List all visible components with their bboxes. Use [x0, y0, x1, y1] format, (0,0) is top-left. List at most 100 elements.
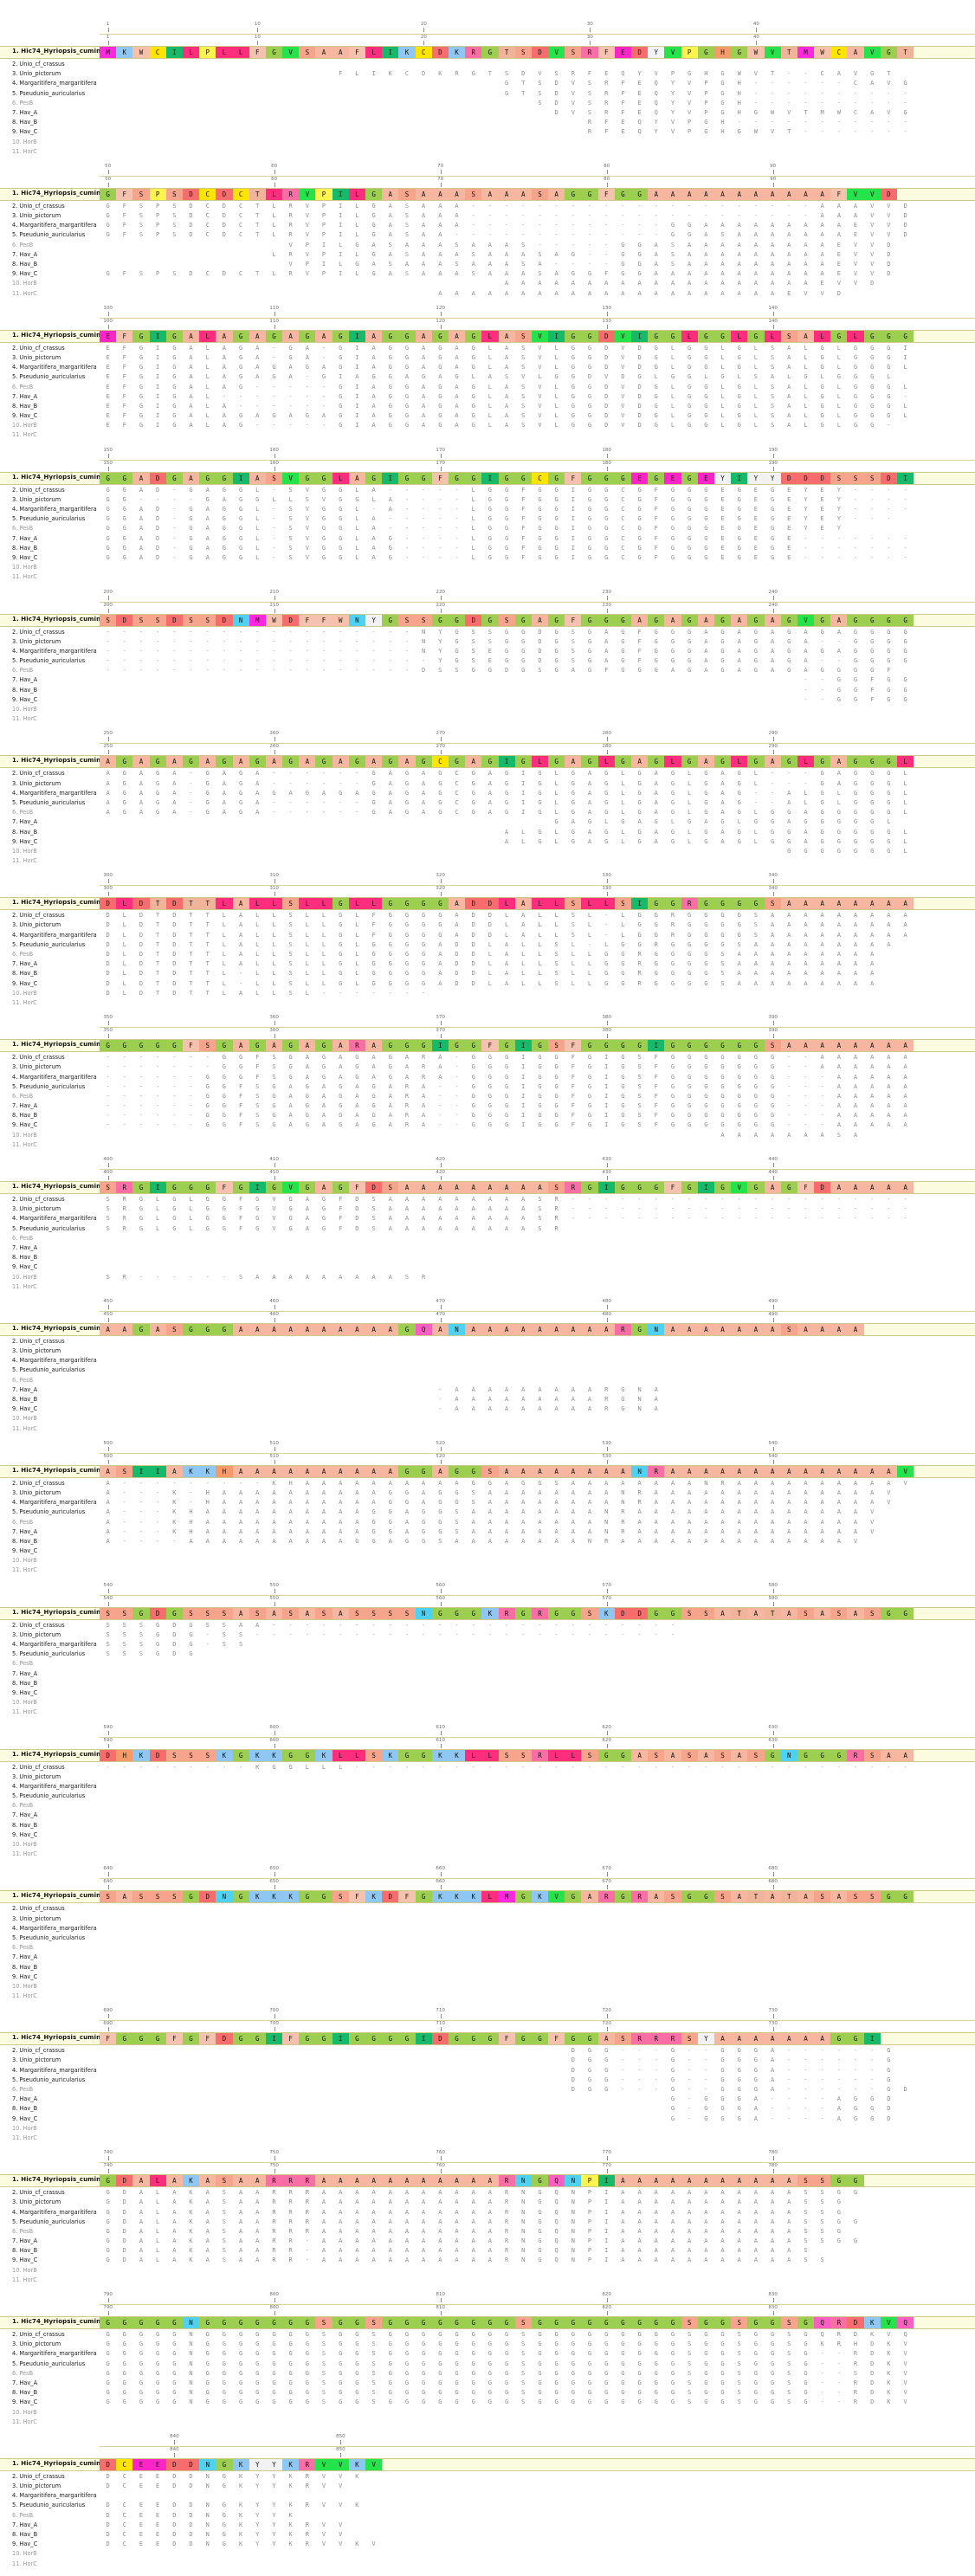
alignment-row[interactable]: 5. Pseudunio_auricularius G G A D - G A G G L - S V G G…: [0, 514, 975, 524]
alignment-row[interactable]: 8. Hav_B V P I L G A S A A A S A A A S A - - - - G G A S A A A A A A A A…: [0, 260, 975, 269]
alignment-row[interactable]: 3. Unio_pictorum S R G L G L G G F G V G A G F D S A A A A A A A…: [0, 1204, 975, 1214]
alignment-row[interactable]: 3. Unio_pictorum E F G I G A L A G A - G A - G I A G G A G A G L…: [0, 353, 975, 363]
alignment-row[interactable]: 5. Pseudunio_auricularius G T S D V S R F E Q Y V P G H…: [0, 89, 975, 99]
alignment-row[interactable]: 2. Unio_cf_crassus - - - - - - - G G F S G A G A G A G A R A -…: [0, 1053, 975, 1062]
alignment-row[interactable]: 6. PesB A G A G A - G A G A - - - - - - G A G A G C G A G I G L G A G L G…: [0, 808, 975, 817]
alignment-row[interactable]: 4. Margaritifera_margaritifera - - - - - - G G G F…: [0, 1073, 975, 1082]
alignment-row[interactable]: 7. Hav_A D V S R F E Q Y V P G H G W V T M W C A V G: [0, 108, 975, 118]
residue-cell: G: [371, 222, 376, 229]
alignment-row[interactable]: 9. Hav_C A L G L G A G L G A G L G A G L G G A G G G G G L: [0, 837, 975, 847]
alignment-row[interactable]: 4. Margaritifera_margaritifera G F S P S D C D C T…: [0, 221, 975, 230]
alignment-row[interactable]: 11. HorC: [0, 1140, 975, 1150]
alignment-row[interactable]: 5. Pseudunio_auricularius - - - - - - G G F S G A G A G…: [0, 1082, 975, 1092]
alignment-row[interactable]: 6. PesB D L D T D T T L A L L S L L G L G G G G A D D L A L L S L L G G R…: [0, 950, 975, 959]
alignment-row[interactable]: 4. Margaritifera_margaritifera S R G L G L G G F G…: [0, 1214, 975, 1223]
alignment-row[interactable]: 7. Hav_A - - - - - - G G F S G A G A G A G A R A - - G G G I G G F G I G…: [0, 1101, 975, 1111]
alignment-row[interactable]: 11. HorC: [0, 147, 975, 157]
alignment-row[interactable]: 9. Hav_C G G A D - G A G G L - S V G G L A G - - - - L G G F G G I G G C…: [0, 553, 975, 563]
alignment-row[interactable]: 6. PesB S D V S R F E Q Y V P G H - - - - - - - - - -: [0, 99, 975, 108]
alignment-row[interactable]: 9. Hav_C G F S P S D C D C T L R V P I L G A S A A A S A A A S A G G F G…: [0, 269, 975, 279]
residue-cell: G: [870, 647, 875, 655]
residue-cell: L: [321, 912, 326, 920]
alignment-row[interactable]: 10. HorB D L D T D T T L A L L S L - - - - - - -: [0, 989, 975, 998]
alignment-row-highlighted[interactable]: 1. Hic74_Hyriopsis_cumingii A G A G A G A G A G A G A…: [0, 755, 975, 769]
alignment-row[interactable]: 5. Pseudunio_auricularius A G A G A - G A G A - - - - -…: [0, 798, 975, 808]
alignment-row[interactable]: 8. Hav_B - - - - - - G G F S G A G A G A G A R A - - G G G I G G F G I G…: [0, 1111, 975, 1120]
alignment-row[interactable]: 7. Hav_A - - G G F G G: [0, 675, 975, 685]
alignment-row[interactable]: 11. HorC: [0, 430, 975, 440]
alignment-row[interactable]: 9. Hav_C R F E Q Y V P G H G W V T - - - - - - -: [0, 127, 975, 137]
alignment-row[interactable]: 5. Pseudunio_auricularius - - - - - - - - - - - - - - -…: [0, 656, 975, 666]
alignment-row-highlighted[interactable]: 1. Hic74_Hyriopsis_cumingii D L D T D T T L A L L S L…: [0, 897, 975, 911]
alignment-row[interactable]: 10. HorB: [0, 563, 975, 572]
alignment-row[interactable]: 8. Hav_B A L G L G A G L G A G L G A G L G G A G G G G G L: [0, 828, 975, 837]
alignment-row[interactable]: 8. Hav_B G G A D - G A G G L - S V G G L A G - - - - L G G F G G I G G C…: [0, 544, 975, 553]
alignment-row[interactable]: 4. Margaritifera_margaritifera D L D T D T T L A L…: [0, 931, 975, 940]
alignment-row[interactable]: 7. Hav_A G G A D - G A G G L - S V G G L A G - - - - L G G F G G I G G C…: [0, 534, 975, 544]
alignment-row[interactable]: 2. Unio_cf_crassus E F G I G A L A G A - G A - G I A G G A G A…: [0, 344, 975, 353]
alignment-row[interactable]: 6. PesB - - - - - - - - - - - - - - - - - - - D S S G G D G S G A G F G G…: [0, 666, 975, 675]
alignment-row[interactable]: 9. Hav_C - - G G F G G: [0, 695, 975, 705]
alignment-row[interactable]: 3. Unio_pictorum D L D T D T T L A L L S L L G L F G G G G A D D…: [0, 920, 975, 930]
alignment-row[interactable]: 8. Hav_B - - G G F G G: [0, 686, 975, 695]
alignment-row[interactable]: 11. HorC: [0, 998, 975, 1008]
alignment-row[interactable]: 2. Unio_cf_crassus A G A G A - G A G A - - - - - - G A G A G C…: [0, 769, 975, 778]
alignment-row[interactable]: 3. Unio_pictorum G G - - - - G A G G L L S V G G L A - - - - L G…: [0, 495, 975, 505]
alignment-row[interactable]: 7. Hav_A G A G L G A G L G A G L G G A G G G G G L: [0, 817, 975, 827]
alignment-row-highlighted[interactable]: 1. Hic74_Hyriopsis_cumingii S D S S D S S D N M W D F…: [0, 613, 975, 627]
alignment-row[interactable]: 3. Unio_pictorum G F S P S D C D C T L R V P I L G A S A A A - -…: [0, 211, 975, 221]
alignment-row[interactable]: 10. HorB A A A A A A A S A: [0, 1131, 975, 1140]
alignment-row[interactable]: 9. Hav_C E F G I G A L A G A G A G A G I A G G A G A G L A S V L G G D V…: [0, 411, 975, 421]
alignment-row[interactable]: 6. PesB G G A D - G A G G L - S V G G L A - - - - - L G G F G G I G G C G…: [0, 524, 975, 533]
alignment-row[interactable]: 2. Unio_cf_crassus G G A D - G A G G L - S V G G L A - - - - -…: [0, 486, 975, 495]
residue-cell: G: [422, 940, 426, 948]
alignment-row[interactable]: 5. Pseudunio_auricularius D L D T D T T L A L L S L L G…: [0, 940, 975, 950]
alignment-row-highlighted[interactable]: 1. Hic74_Hyriopsis_cumingii G F S P S D C D C T L R V…: [0, 187, 975, 201]
alignment-row[interactable]: 6. PesB V P I L G A S A A A S A A A S - - - - - G G A S A A A A A A A A A…: [0, 241, 975, 250]
alignment-row[interactable]: 4. Margaritifera_margaritifera E F G I G A L A G A…: [0, 363, 975, 372]
alignment-row[interactable]: 7. Hav_A E F G I G A L - - - - - - - G I A G G A G A G L A S V L G G D V…: [0, 392, 975, 402]
alignment-row-highlighted[interactable]: 1. Hic74_Hyriopsis_cumingii G G A D G A G G I A S V G…: [0, 471, 975, 485]
alignment-row[interactable]: 10. HorB: [0, 138, 975, 147]
alignment-row[interactable]: 9. Hav_C D L D T D T T L - L L S L L G L G G G G A D D L A L L S L L G G…: [0, 979, 975, 989]
alignment-row[interactable]: 8. Hav_B R F E Q Y V P G H - - - - - - - - - - -: [0, 118, 975, 127]
alignment-row-highlighted[interactable]: 1. Hic74_Hyriopsis_cumingii G G G G G F S G A G A G A…: [0, 1039, 975, 1053]
residue-cell: G: [554, 1092, 559, 1100]
alignment-row[interactable]: 6. PesB E F G I G A L A G - - - - - G I A G G A G A G L A S V L G G D V D…: [0, 383, 975, 392]
alignment-row[interactable]: 11. HorC: [0, 714, 975, 724]
alignment-row-highlighted[interactable]: 1. Hic74_Hyriopsis_cumingii S R G I G G G F G I G V G…: [0, 1181, 975, 1194]
alignment-row[interactable]: 3. Unio_pictorum A G A G A - G A G A - - - - - - G A G A G C G A…: [0, 779, 975, 789]
alignment-row[interactable]: 8. Hav_B D L D T D T T L - L L S L L G L G G G G A D D L A L L S L L G G…: [0, 969, 975, 978]
alignment-row[interactable]: 7. Hav_A D L D T D T T L A L L S L L G L G G G G A D D L A L L S L L G G…: [0, 959, 975, 969]
alignment-row[interactable]: 11. HorC: [0, 572, 975, 582]
alignment-row[interactable]: 10. HorB G G G G G G G L: [0, 847, 975, 856]
alignment-row-highlighted[interactable]: 1. Hic74_Hyriopsis_cumingii M K W C I L P L L F G V S…: [0, 46, 975, 59]
alignment-row[interactable]: 9. Hav_C - - - - - - G G F S G A G A G A G A R A - - G G G I G G F G I G…: [0, 1120, 975, 1130]
alignment-row[interactable]: 8. Hav_B E F G I G A L A - - - - - - G I A G G A G A G L A S V L G G D V…: [0, 402, 975, 411]
alignment-row[interactable]: 11. HorC: [0, 856, 975, 866]
alignment-row[interactable]: 4. Margaritifera_margaritifera G G A D - G A G G L…: [0, 505, 975, 514]
alignment-row[interactable]: 2. Unio_cf_crassus - - - - - - - - - - - - - - - - - - - N Y G…: [0, 628, 975, 637]
alignment-row[interactable]: 4. Margaritifera_margaritifera G T S D V S R F E Q…: [0, 79, 975, 88]
alignment-row[interactable]: 11. HorC A A A A A A A A A A A A A A A A A A A A A E V V D: [0, 289, 975, 299]
alignment-row[interactable]: 6. PesB - - - - - - G G F S G A G A G A G A R A - - G G G I G G F G I G S…: [0, 1092, 975, 1101]
alignment-row[interactable]: 2. Unio_cf_crassus G F S P S D C D C T L R V P I L G A S A A A…: [0, 202, 975, 211]
ruler-tick-mark: [756, 41, 758, 45]
alignment-row[interactable]: 4. Margaritifera_margaritifera - - - - - - - - - -…: [0, 647, 975, 656]
alignment-row[interactable]: 10. HorB A A A A A A A A A A A A A A A A A A A E V V D: [0, 279, 975, 288]
alignment-row[interactable]: 5. Pseudunio_auricularius G F S P S D C D C T L R V P I…: [0, 230, 975, 240]
alignment-row[interactable]: 2. Unio_cf_crassus S R G L G L G G F G V G A G F D S A A A A A…: [0, 1195, 975, 1204]
alignment-row[interactable]: 2. Unio_cf_crassus: [0, 60, 975, 69]
residue-cell: A: [455, 422, 459, 429]
alignment-row[interactable]: 10. HorB E F G I G A L A G - - - - - G I A G G A G A G L A S V L G G D V…: [0, 421, 975, 430]
alignment-row[interactable]: 10. HorB: [0, 705, 975, 714]
alignment-row[interactable]: 2. Unio_cf_crassus D L D T D T T L A L L S L L G L F G G G G A…: [0, 911, 975, 920]
alignment-row-highlighted[interactable]: 1. Hic74_Hyriopsis_cumingii E F G I G A L A G A G A G…: [0, 329, 975, 343]
alignment-row[interactable]: 3. Unio_pictorum F L I K C D K R G T S D V S R F E Q Y V P G H G…: [0, 69, 975, 79]
alignment-row[interactable]: 4. Margaritifera_margaritifera A G A G A - G A G A…: [0, 789, 975, 798]
alignment-row[interactable]: 3. Unio_pictorum - - - - - - - - - - - - - - - - - - - N Y G S S…: [0, 637, 975, 647]
alignment-row[interactable]: 7. Hav_A L R V P I L G A S A A A S A A A S A G - - G G A S A A A A A A A…: [0, 250, 975, 260]
alignment-row[interactable]: 3. Unio_pictorum - - - - - - - G G F S G A G A G A G A R A - G G…: [0, 1062, 975, 1072]
alignment-row[interactable]: 5. Pseudunio_auricularius E F G I G A L A G A G A - G I…: [0, 372, 975, 382]
